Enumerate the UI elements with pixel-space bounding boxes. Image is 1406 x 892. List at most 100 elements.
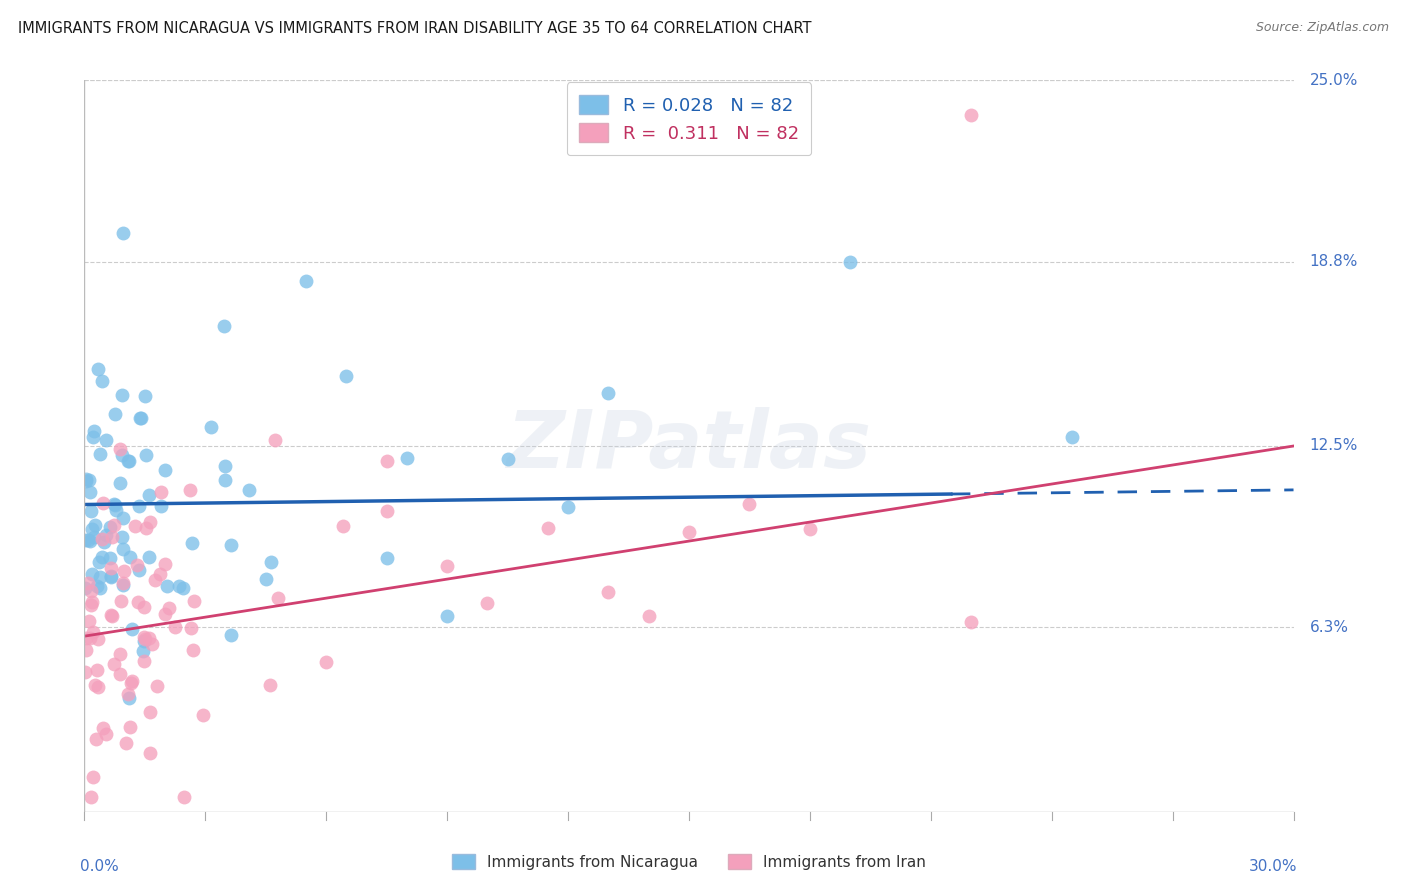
Point: [111, 530, 134, 544]
Point: [156, 579, 179, 593]
Point: [135, 448, 157, 462]
Point: [91, 532, 114, 546]
Point: [87, 362, 110, 376]
Point: [267, 591, 290, 606]
Point: [496, 452, 519, 467]
Point: [134, 632, 156, 647]
Point: [637, 609, 659, 624]
Point: [219, 538, 242, 552]
Point: [436, 609, 458, 624]
Point: [89, 447, 111, 461]
Point: [111, 541, 134, 556]
Point: [100, 561, 122, 575]
Text: 18.8%: 18.8%: [1309, 254, 1358, 269]
Point: [799, 522, 821, 536]
Point: [375, 454, 398, 468]
Point: [82, 430, 104, 444]
Point: [139, 515, 162, 529]
Point: [315, 655, 337, 669]
Point: [375, 504, 398, 518]
Point: [138, 549, 160, 564]
Point: [75, 581, 97, 595]
Point: [86, 579, 108, 593]
Text: 12.5%: 12.5%: [1309, 439, 1358, 453]
Point: [134, 633, 156, 648]
Point: [128, 499, 150, 513]
Point: [259, 678, 281, 692]
Point: [146, 679, 169, 693]
Point: [134, 599, 156, 614]
Point: [89, 581, 111, 595]
Point: [103, 498, 125, 512]
Point: [214, 473, 236, 487]
Point: [172, 582, 194, 596]
Point: [149, 567, 172, 582]
Point: [221, 628, 243, 642]
Point: [105, 503, 128, 517]
Point: [121, 674, 143, 689]
Point: [141, 637, 163, 651]
Point: [117, 453, 139, 467]
Point: [117, 691, 139, 706]
Point: [80, 584, 103, 599]
Point: [100, 607, 122, 622]
Point: [960, 108, 983, 122]
Point: [75, 472, 97, 486]
Point: [84, 518, 107, 533]
Point: [260, 555, 283, 569]
Point: [73, 533, 96, 548]
Point: [108, 667, 131, 681]
Point: [477, 596, 499, 610]
Point: [1060, 430, 1083, 444]
Point: [238, 483, 260, 498]
Point: [75, 632, 97, 646]
Point: [129, 410, 152, 425]
Point: [90, 374, 112, 388]
Point: [87, 681, 110, 695]
Point: [678, 525, 700, 540]
Point: [77, 473, 100, 487]
Point: [82, 770, 104, 784]
Point: [77, 576, 100, 591]
Point: [94, 528, 117, 542]
Point: [118, 720, 141, 734]
Point: [214, 459, 236, 474]
Point: [125, 558, 148, 572]
Point: [135, 521, 157, 535]
Point: [395, 451, 418, 466]
Point: [89, 570, 111, 584]
Point: [104, 407, 127, 421]
Point: [436, 558, 458, 573]
Point: [295, 274, 318, 288]
Point: [111, 388, 134, 402]
Point: [98, 520, 121, 534]
Point: [138, 488, 160, 502]
Point: [101, 530, 124, 544]
Point: [143, 573, 166, 587]
Point: [173, 790, 195, 805]
Point: [110, 594, 132, 608]
Point: [83, 424, 105, 438]
Point: [212, 319, 235, 334]
Point: [134, 389, 156, 403]
Point: [738, 497, 761, 511]
Point: [101, 608, 124, 623]
Point: [112, 576, 135, 591]
Text: ZIPatlas: ZIPatlas: [506, 407, 872, 485]
Point: [139, 705, 162, 719]
Text: 30.0%: 30.0%: [1249, 858, 1298, 873]
Point: [79, 631, 101, 645]
Point: [179, 483, 201, 497]
Point: [79, 533, 101, 548]
Point: [94, 727, 117, 741]
Point: [91, 550, 114, 565]
Text: IMMIGRANTS FROM NICARAGUA VS IMMIGRANTS FROM IRAN DISABILITY AGE 35 TO 64 CORREL: IMMIGRANTS FROM NICARAGUA VS IMMIGRANTS …: [18, 21, 811, 36]
Point: [127, 594, 149, 608]
Point: [157, 601, 180, 615]
Point: [103, 657, 125, 671]
Text: 25.0%: 25.0%: [1309, 73, 1358, 87]
Point: [598, 386, 620, 401]
Point: [98, 550, 121, 565]
Point: [153, 558, 176, 572]
Point: [124, 518, 146, 533]
